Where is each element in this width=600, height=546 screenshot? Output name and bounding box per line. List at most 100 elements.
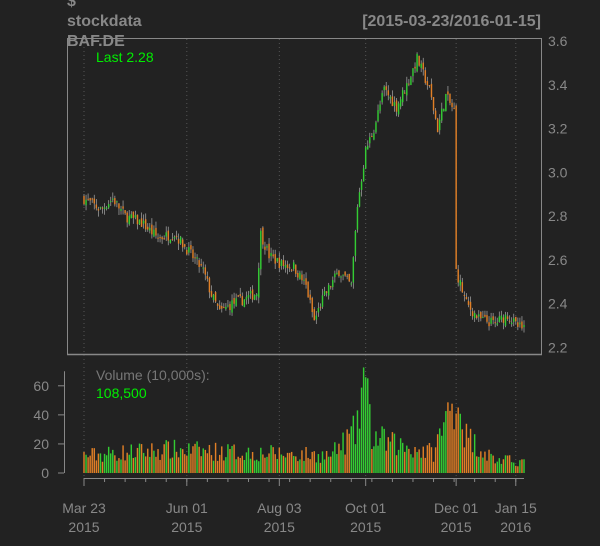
candle-body [266, 246, 268, 248]
volume-bar [147, 448, 149, 473]
volume-bar [103, 453, 106, 473]
candle-body [358, 192, 361, 207]
volume-bar [358, 428, 361, 473]
candle-body [163, 238, 165, 240]
volume-bar [332, 451, 334, 473]
candle-body [110, 200, 112, 202]
candle-body [305, 278, 307, 285]
candle-body [364, 147, 367, 169]
volume-bar [399, 438, 402, 473]
title-line-1: $ [67, 0, 76, 10]
volume-bar [447, 402, 449, 473]
time-tick-year: 2015 [441, 519, 472, 535]
volume-bar [231, 445, 233, 473]
volume-bar [330, 456, 332, 473]
volume-bar [253, 460, 256, 473]
volume-bar [144, 456, 147, 473]
volume-bar [422, 446, 424, 473]
volume-bar [120, 459, 122, 473]
candle-body [350, 283, 353, 285]
volume-bar [523, 459, 525, 473]
volume-bar [428, 442, 431, 473]
volume-value: 108,500 [96, 385, 147, 401]
volume-axis: 60 40 20 0 [33, 371, 65, 481]
volume-bar [517, 466, 519, 473]
candle-body [218, 305, 221, 310]
candle-body [284, 265, 287, 268]
volume-bar [188, 443, 190, 473]
volume-bar [266, 456, 268, 473]
candle-body [225, 306, 227, 310]
candle-body [134, 215, 137, 218]
volume-bar [500, 463, 503, 473]
volume-bar [369, 404, 371, 473]
candle-body [260, 230, 262, 270]
volume-bar [260, 447, 262, 473]
candle-body [212, 294, 215, 300]
candle-body [385, 86, 387, 90]
volume-bar [451, 403, 453, 473]
volume-bar [459, 413, 461, 473]
candle-body [473, 312, 476, 318]
candle-body [447, 91, 449, 95]
candle-body [311, 297, 313, 313]
candle-body [397, 103, 400, 115]
volume-bar [434, 447, 437, 473]
volume-bar [163, 444, 165, 473]
candle-body [288, 267, 291, 269]
volume-bar [293, 455, 295, 473]
volume-bar [519, 460, 521, 473]
candle-body [387, 90, 390, 96]
time-axis: Mar 23 2015 Jun 01 2015 Aug 03 2015 Oct 01 2015… [62, 478, 537, 535]
title-line-3: BAF.DE [67, 33, 125, 50]
candle-body [449, 93, 451, 103]
candle-body [255, 294, 258, 297]
candle-body [87, 198, 89, 200]
candle-body [136, 214, 139, 225]
volume-bar [110, 453, 112, 473]
candle-body [204, 267, 207, 275]
volume-bar [385, 450, 387, 473]
volume-bar [490, 453, 492, 473]
candle-body [438, 119, 441, 131]
volume-bar [274, 454, 276, 473]
volume-bar [290, 451, 293, 473]
volume-bar [307, 457, 309, 473]
volume-bar [288, 452, 291, 473]
candle-body [124, 210, 126, 214]
candle-body [465, 297, 468, 300]
candle-body [346, 275, 348, 277]
volume-bars [83, 367, 525, 473]
candle-body [155, 227, 157, 236]
volume-bar [99, 453, 102, 473]
candle-body [243, 299, 246, 307]
candle-body [362, 168, 365, 182]
candle-body [171, 239, 174, 241]
volume-bar [251, 451, 254, 473]
volume-bar [356, 410, 359, 473]
volume-bar [467, 437, 470, 473]
candle-body [401, 90, 404, 103]
volume-bar [128, 454, 130, 473]
candle-body [383, 86, 385, 91]
volume-tick-label: 0 [41, 465, 49, 481]
volume-bar [149, 456, 151, 473]
candle-body [412, 68, 414, 77]
volume-bar [381, 426, 383, 473]
volume-bar [142, 452, 145, 473]
candle-body [272, 254, 274, 257]
volume-bar [416, 452, 418, 473]
candle-body [169, 239, 172, 243]
candle-body [138, 219, 141, 225]
candle-body [147, 226, 149, 230]
time-tick-year: 2015 [68, 519, 99, 535]
price-tick-label: 3.0 [548, 164, 568, 180]
volume-bar [383, 428, 385, 473]
candle-body [122, 206, 124, 209]
volume-tick-label: 40 [33, 407, 49, 423]
volume-bar [494, 463, 496, 473]
candle-body [332, 280, 334, 288]
volume-bar [414, 447, 416, 473]
volume-bar [377, 445, 379, 473]
candle-body [177, 238, 180, 244]
